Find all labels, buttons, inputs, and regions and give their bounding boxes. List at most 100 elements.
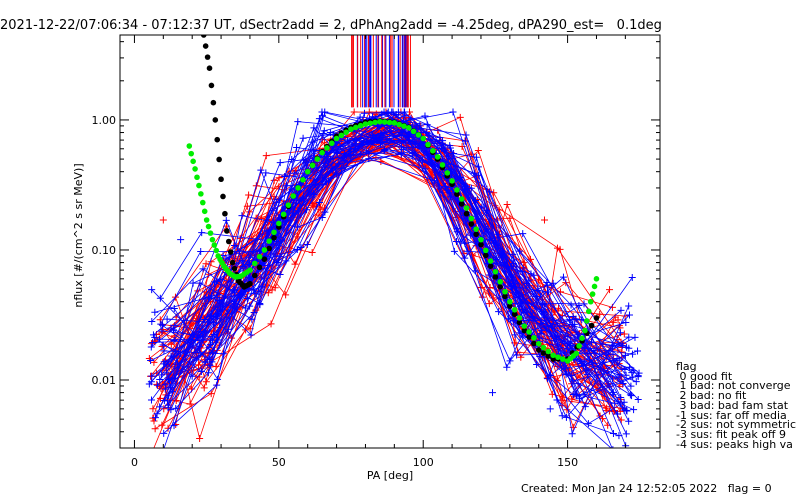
blue-data-point: [164, 374, 172, 382]
green-fit-curve: [186, 118, 600, 364]
black-fit-curve-point: [540, 350, 547, 356]
blue-data-point: [247, 331, 255, 339]
green-fit-curve-point: [535, 340, 542, 347]
blue-data-point: [626, 311, 634, 319]
red-data-point: [195, 361, 203, 369]
black-fit-curve-point: [231, 265, 238, 272]
blue-data-point: [206, 361, 214, 369]
blue-data-point: [299, 134, 307, 142]
green-fit-curve-point: [314, 156, 321, 162]
blue-profile-line: [151, 111, 629, 367]
legend-item: -4 sus: peaks high va: [676, 437, 793, 451]
blue-data-point: [622, 371, 630, 379]
blue-data-point: [156, 403, 164, 411]
legend-item: 1 bad: not converge: [676, 379, 791, 393]
black-fit-curve-point: [222, 210, 228, 217]
green-fit-curve-point: [188, 150, 195, 157]
black-fit-curve-point: [247, 280, 253, 287]
black-fit-curve-point: [473, 231, 479, 238]
blue-profile-line: [149, 121, 625, 411]
black-fit-curve-point: [593, 315, 600, 321]
blue-data-point: [222, 255, 230, 263]
green-fit-curve-point: [585, 308, 592, 315]
green-fit-curve-point: [300, 176, 306, 183]
red-data-point: [553, 244, 561, 252]
black-fit-curve-point: [256, 264, 263, 271]
green-fit-curve-point: [463, 205, 470, 211]
green-fit-curve-point: [425, 141, 431, 148]
green-fit-curve-point: [261, 247, 268, 253]
blue-data-point: [152, 468, 159, 475]
blue-data-point: [262, 169, 270, 177]
blue-data-point: [511, 299, 519, 307]
blue-data-point: [585, 356, 593, 364]
blue-data-point: [160, 347, 168, 355]
black-fit-curve-point: [225, 238, 232, 245]
green-fit-curve-point: [213, 247, 220, 254]
green-fit-curve-point: [207, 230, 214, 236]
red-data-point: [617, 416, 625, 424]
blue-data-point: [516, 247, 524, 255]
red-data-point: [207, 390, 215, 398]
blue-data-point: [626, 391, 634, 399]
blue-data-point: [164, 404, 172, 412]
green-fit-curve-point: [415, 132, 422, 138]
blue-profile-line: [151, 136, 634, 411]
blue-data-point: [251, 289, 259, 297]
black-fit-curve-point: [492, 274, 499, 280]
red-data-point: [377, 157, 385, 165]
green-fit-curve-point: [324, 145, 330, 151]
blue-data-point: [149, 339, 157, 346]
blue-data-point: [622, 430, 630, 438]
flag-legend: flag 0 good fit 1 bad: not converge 2 ba…: [676, 362, 800, 456]
blue-data-point: [492, 255, 500, 263]
blue-data-point: [368, 132, 376, 140]
legend-item: 2 bad: no fit: [676, 389, 747, 403]
blue-data-point: [485, 271, 493, 279]
green-fit-curve-point: [377, 118, 383, 125]
legend-item: -2 sus: not symmetric: [676, 418, 796, 432]
blue-data-point: [321, 108, 329, 116]
red-data-point: [563, 406, 571, 414]
black-fit-curve-point: [535, 347, 542, 353]
red-data-point: [158, 342, 166, 350]
blue-data-point: [625, 333, 633, 341]
created-footer: Created: Mon Jan 24 12:52:05 2022 flag =…: [521, 482, 772, 495]
red-data-point: [262, 152, 270, 160]
blue-data-point: [319, 112, 327, 120]
blue-data-point: [148, 286, 156, 294]
blue-data-point: [213, 381, 221, 389]
green-fit-curve-point: [587, 298, 594, 305]
green-fit-curve-point: [285, 202, 292, 208]
black-fit-curve-point: [227, 249, 234, 255]
green-fit-curve-point: [190, 158, 196, 165]
black-fit-curve-point: [588, 322, 595, 329]
green-fit-curve-point: [353, 124, 359, 131]
blue-data-point: [346, 151, 354, 159]
blue-data-point: [157, 320, 165, 328]
blue-data-point: [400, 108, 408, 116]
black-fit-curve-point: [261, 256, 268, 262]
black-fit-curve-point: [507, 303, 513, 309]
red-data-point: [196, 434, 204, 442]
blue-data-point: [462, 131, 470, 139]
blue-data-point: [541, 301, 549, 309]
green-fit-curve-point: [290, 193, 297, 199]
blue-data-point: [615, 459, 622, 466]
green-fit-curve-point: [280, 211, 287, 218]
green-fit-curve-point: [343, 129, 350, 136]
chart-title: 2021-12-22/07:06:34 - 07:12:37 UT, dSect…: [0, 18, 662, 33]
green-fit-curve-point: [454, 187, 460, 193]
blue-data-point: [574, 380, 582, 388]
blue-data-point: [171, 322, 179, 330]
green-fit-curve-point: [266, 238, 272, 244]
green-fit-curve-point: [420, 135, 427, 142]
y-axis: 0.01 0.10 1.00 nflux [#/(cm^2 s sr MeV)]: [72, 41, 660, 449]
blue-data-point: [462, 137, 470, 145]
blue-data-point: [617, 306, 625, 314]
blue-data-point: [506, 357, 514, 365]
blue-data-point: [318, 214, 326, 222]
blue-profile-line: [154, 151, 633, 345]
blue-data-point: [160, 429, 168, 437]
